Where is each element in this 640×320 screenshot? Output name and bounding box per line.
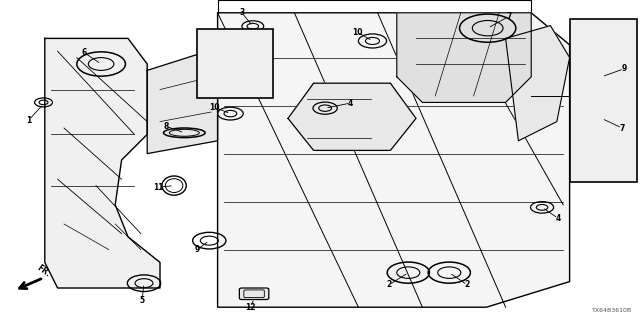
FancyBboxPatch shape xyxy=(570,19,637,182)
Text: 11: 11 xyxy=(154,183,164,192)
Text: 4: 4 xyxy=(348,99,353,108)
Text: 7: 7 xyxy=(507,12,512,20)
Text: 2: 2 xyxy=(465,280,470,289)
Polygon shape xyxy=(147,48,218,154)
Text: FR.: FR. xyxy=(35,264,52,279)
FancyBboxPatch shape xyxy=(239,288,269,300)
Polygon shape xyxy=(288,83,416,150)
Text: 12: 12 xyxy=(246,303,256,312)
FancyBboxPatch shape xyxy=(197,29,273,98)
Text: 10: 10 xyxy=(209,103,220,112)
Text: 8: 8 xyxy=(164,122,169,131)
Text: TX64B3610B: TX64B3610B xyxy=(592,308,632,313)
Polygon shape xyxy=(218,13,570,307)
Polygon shape xyxy=(506,26,570,141)
Text: 10: 10 xyxy=(352,28,362,36)
Text: 9: 9 xyxy=(195,245,200,254)
Text: 7: 7 xyxy=(620,124,625,132)
Text: 4: 4 xyxy=(556,214,561,223)
Polygon shape xyxy=(397,13,531,102)
Text: 6: 6 xyxy=(82,48,87,57)
Text: 2: 2 xyxy=(387,280,392,289)
Text: 9: 9 xyxy=(621,64,627,73)
Text: 5: 5 xyxy=(140,296,145,305)
Text: 3: 3 xyxy=(239,8,244,17)
Text: 1: 1 xyxy=(26,116,31,124)
Polygon shape xyxy=(45,38,160,288)
